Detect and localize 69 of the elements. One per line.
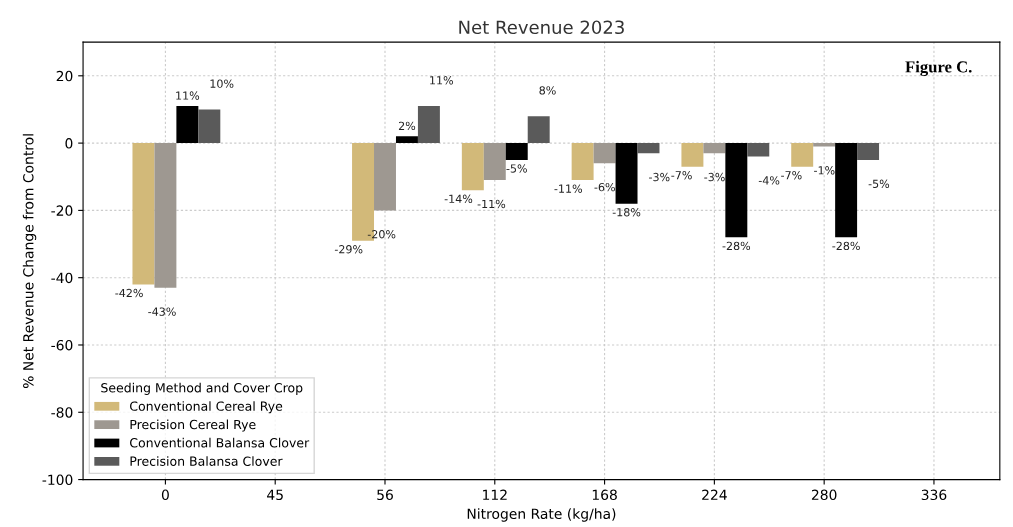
bar <box>483 143 506 181</box>
data-label: 2% <box>398 121 416 131</box>
data-label: -6% <box>594 182 615 192</box>
data-label: 10% <box>210 79 234 88</box>
data-label: -3% <box>704 172 725 182</box>
bar <box>374 143 396 211</box>
legend-title: Seeding Method and Cover Crop <box>101 382 303 395</box>
x-tick-label: 56 <box>377 489 393 501</box>
bar <box>198 109 221 144</box>
bar <box>857 143 880 160</box>
data-label: -3% <box>649 172 670 182</box>
annotation: Figure C. <box>905 60 972 77</box>
x-tick-label: 45 <box>267 489 283 501</box>
legend-label: Precision Balansa Clover <box>130 456 283 466</box>
bar <box>615 143 638 204</box>
x-axis-title: Nitrogen Rate (kg/ha) <box>467 508 616 522</box>
y-tick-label: 20 <box>56 70 73 82</box>
y-tick-label: -20 <box>51 205 73 216</box>
data-label: -5% <box>868 179 890 188</box>
data-label: -7% <box>671 171 692 180</box>
x-tick-label: 0 <box>161 489 169 501</box>
bar <box>395 136 418 144</box>
x-tick-label: 168 <box>592 489 617 501</box>
data-label: -14% <box>444 194 473 203</box>
y-tick-label: -100 <box>42 474 73 486</box>
bar <box>571 143 594 181</box>
legend-label: Conventional Cereal Rye <box>130 401 283 414</box>
data-label: -5% <box>506 164 527 173</box>
bar <box>593 143 616 164</box>
data-label: -42% <box>115 288 143 298</box>
bar <box>154 143 177 288</box>
bar <box>176 106 199 144</box>
x-tick-label: 336 <box>921 489 947 501</box>
data-label: 11% <box>176 91 200 100</box>
bar <box>637 143 660 154</box>
y-axis-title: % Net Revenue Change from Control <box>22 134 37 389</box>
y-tick-label: -80 <box>51 407 73 418</box>
data-label: -1% <box>814 166 835 175</box>
bar <box>417 106 440 144</box>
x-tick-label: 224 <box>702 489 727 500</box>
bar <box>527 116 550 144</box>
bar <box>505 143 528 160</box>
bar <box>461 143 484 191</box>
data-label: -29% <box>334 245 363 254</box>
bar <box>791 143 814 167</box>
data-label: -43% <box>148 307 176 316</box>
bar <box>725 143 748 238</box>
y-tick-label: 0 <box>65 138 73 149</box>
data-label: -11% <box>477 199 506 209</box>
data-label: 11% <box>430 76 453 85</box>
bar <box>835 143 858 238</box>
bar <box>132 143 155 285</box>
bar <box>747 143 770 157</box>
bar <box>681 143 704 167</box>
chart-title: Net Revenue 2023 <box>459 20 624 35</box>
legend-label: Conventional Balansa Clover <box>130 437 310 448</box>
y-tick-label: -60 <box>51 339 73 351</box>
y-tick-label: -40 <box>51 272 73 284</box>
data-label: -7% <box>781 171 802 180</box>
data-label: -28% <box>832 241 860 251</box>
x-tick-label: 280 <box>811 489 837 501</box>
legend-label: Precision Cereal Rye <box>130 419 256 432</box>
data-label: -4% <box>758 176 780 185</box>
data-label: -28% <box>722 241 751 251</box>
data-label: -18% <box>612 208 641 217</box>
data-label: 8% <box>539 86 556 95</box>
data-label: -11% <box>554 184 583 193</box>
bar <box>703 143 726 154</box>
x-tick-label: 112 <box>483 489 507 500</box>
